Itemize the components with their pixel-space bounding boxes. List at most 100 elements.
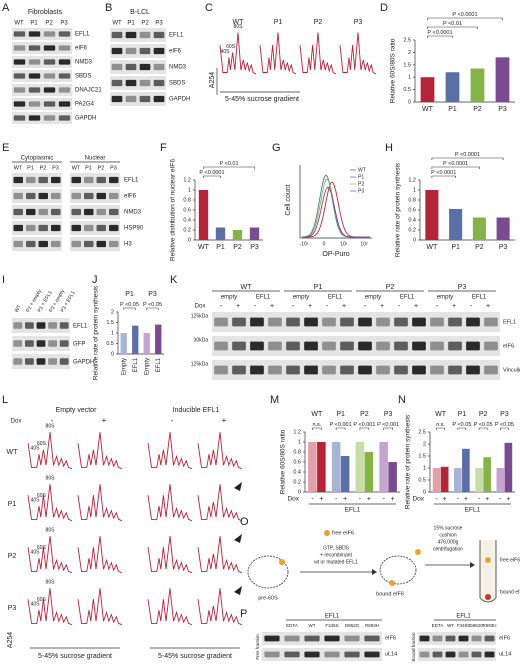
band [376, 365, 390, 375]
label: 0.2 [183, 227, 191, 233]
band [153, 31, 165, 39]
label: - [359, 496, 362, 503]
label: WT [422, 106, 434, 113]
pre-60s [247, 555, 289, 589]
label: 5-45% sucrose gradient [225, 96, 299, 103]
band [484, 317, 498, 327]
band [214, 365, 228, 375]
bar [388, 462, 397, 492]
profile [147, 536, 193, 574]
label: 40S [31, 498, 41, 504]
band [304, 651, 320, 658]
label: P <0.0001 [427, 30, 452, 36]
label: P3 [52, 165, 59, 171]
profile [197, 484, 243, 522]
bar [449, 209, 463, 240]
band [376, 341, 390, 351]
label: WT [7, 449, 19, 456]
label: - [171, 416, 174, 425]
band [109, 208, 119, 216]
profile [77, 484, 123, 522]
band [284, 651, 300, 658]
label: 2 [408, 50, 411, 56]
label: P3 [60, 21, 68, 27]
bar [340, 456, 350, 492]
bar [308, 442, 317, 492]
label: EFL1 [133, 357, 139, 372]
band [268, 317, 282, 327]
band [286, 317, 300, 327]
blot [12, 205, 62, 219]
label: WT [72, 165, 81, 171]
label: 1 [298, 439, 301, 445]
band [264, 635, 280, 642]
bar [445, 72, 460, 102]
bar [496, 217, 510, 240]
label: + [452, 303, 456, 310]
label: HSP90 [124, 226, 144, 232]
label: Fibroblasts [28, 9, 63, 16]
label: - [470, 303, 473, 310]
significance-bracket [431, 166, 480, 169]
band [13, 101, 26, 107]
label: GAPDH [169, 97, 190, 103]
label: 0.2 [408, 227, 416, 233]
label: WT [311, 411, 323, 418]
arrowhead [234, 586, 242, 595]
band [412, 341, 426, 351]
bar [232, 230, 243, 240]
label: WT [14, 165, 23, 171]
label: P1 [30, 21, 38, 27]
label: 0 [413, 237, 416, 243]
band [286, 365, 300, 375]
label: - [311, 496, 314, 503]
blot [12, 70, 72, 82]
label: P3 [148, 291, 157, 298]
band [445, 635, 456, 642]
profile [27, 484, 73, 522]
label: SBDS [169, 81, 185, 87]
label: + [308, 303, 312, 310]
label: EFL1 [472, 295, 487, 301]
band [58, 59, 71, 65]
band [419, 635, 430, 642]
label: P3 [155, 21, 163, 27]
profile [259, 32, 297, 75]
label: P3 [384, 411, 393, 418]
band [13, 45, 26, 51]
label: WT [426, 244, 438, 251]
band [448, 365, 462, 375]
panel-label: C [205, 2, 213, 14]
band [344, 635, 360, 642]
label: P <0.001 [330, 422, 352, 428]
label: empty [221, 295, 237, 301]
band [111, 79, 123, 87]
band [153, 79, 165, 87]
band [304, 635, 320, 642]
band [38, 224, 48, 232]
band [24, 340, 34, 347]
label: Bound fraction [411, 632, 416, 662]
label: + [222, 416, 227, 425]
label: + [485, 496, 489, 503]
label: GAPDH [75, 116, 96, 122]
band [458, 651, 469, 658]
label: 0.5 [418, 477, 426, 483]
blot [212, 360, 500, 380]
label: P3 [499, 244, 508, 251]
bar [454, 468, 462, 492]
bar [420, 77, 435, 102]
label: P1 [127, 21, 135, 27]
label: 1.5 [418, 453, 426, 459]
band [13, 59, 26, 65]
band [96, 224, 106, 232]
band [84, 192, 94, 200]
label: 60S [37, 545, 47, 551]
blot [212, 336, 500, 356]
blot [110, 60, 166, 74]
band [214, 341, 228, 351]
band [96, 208, 106, 216]
label: P2 [141, 21, 149, 27]
band [139, 63, 151, 71]
label: A254 [7, 632, 14, 648]
